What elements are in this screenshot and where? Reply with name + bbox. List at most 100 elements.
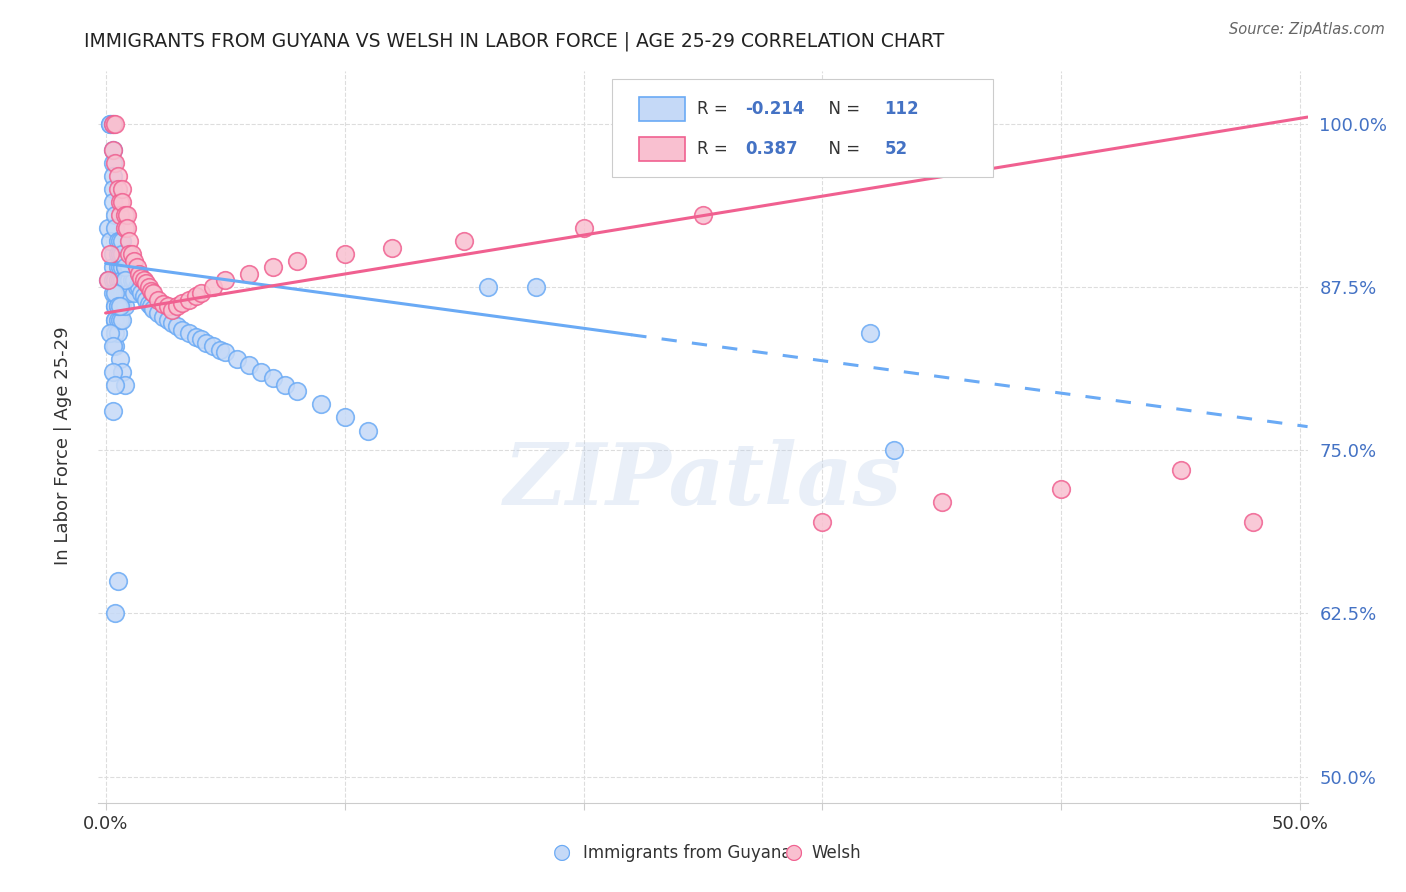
Point [121, 247, 143, 261]
Point [238, 267, 260, 281]
Point [186, 329, 208, 343]
Point [477, 280, 499, 294]
Point [142, 286, 165, 301]
Point [142, 302, 165, 317]
Point [114, 286, 136, 301]
Point [108, 286, 131, 301]
Point [97, 221, 120, 235]
Point [135, 276, 157, 290]
Point [111, 234, 134, 248]
Point [115, 260, 138, 275]
Point [111, 286, 134, 301]
Point [114, 300, 136, 314]
Point [101, 286, 124, 301]
Point [104, 312, 127, 326]
Point [111, 247, 134, 261]
Point [128, 280, 150, 294]
Point [107, 300, 129, 314]
Point [101, 143, 124, 157]
Point [98, 117, 121, 131]
Point [107, 273, 129, 287]
Point [104, 221, 127, 235]
Point [101, 182, 124, 196]
Text: Source: ZipAtlas.com: Source: ZipAtlas.com [1229, 22, 1385, 37]
Point [139, 300, 162, 314]
Point [108, 260, 131, 275]
Point [107, 300, 129, 314]
Point [931, 495, 953, 509]
Point [108, 312, 131, 326]
Point [108, 234, 131, 248]
Point [250, 365, 273, 379]
Point [107, 273, 129, 287]
Point [101, 365, 124, 379]
Point [125, 280, 148, 294]
Point [186, 289, 208, 303]
FancyBboxPatch shape [613, 78, 993, 178]
Text: In Labor Force | Age 25-29: In Labor Force | Age 25-29 [55, 326, 72, 566]
Point [107, 286, 129, 301]
Point [524, 280, 547, 294]
Point [118, 273, 141, 287]
Text: 0.387: 0.387 [745, 140, 799, 158]
Point [111, 300, 134, 314]
Point [285, 384, 308, 399]
Point [146, 293, 169, 307]
Point [108, 273, 131, 287]
Point [118, 286, 141, 301]
Point [98, 326, 121, 340]
Text: -0.214: -0.214 [745, 100, 804, 118]
Point [101, 169, 124, 183]
Point [107, 326, 129, 340]
Point [108, 208, 131, 222]
Point [118, 234, 141, 248]
Point [453, 234, 475, 248]
Point [118, 260, 141, 275]
Point [135, 293, 157, 307]
Point [107, 169, 129, 183]
Point [309, 397, 332, 411]
Point [101, 156, 124, 170]
Point [104, 339, 127, 353]
Point [114, 260, 136, 275]
Point [179, 326, 201, 340]
Point [98, 247, 121, 261]
Point [118, 247, 141, 261]
Point [111, 194, 134, 209]
Point [202, 280, 225, 294]
Point [108, 300, 131, 314]
Point [104, 312, 127, 326]
Point [101, 247, 124, 261]
Point [104, 156, 127, 170]
Point [115, 286, 138, 301]
Point [262, 260, 284, 275]
Point [152, 297, 174, 311]
Point [121, 273, 143, 287]
Point [122, 253, 145, 268]
Point [107, 234, 129, 248]
Point [108, 247, 131, 261]
Point [357, 424, 380, 438]
Point [132, 289, 155, 303]
Point [111, 182, 134, 196]
Point [115, 221, 138, 235]
Text: Welsh: Welsh [811, 844, 860, 862]
Point [111, 273, 134, 287]
Point [114, 273, 136, 287]
Point [104, 377, 127, 392]
Point [114, 260, 136, 275]
Point [811, 515, 834, 529]
Point [162, 317, 184, 331]
Point [104, 300, 127, 314]
Point [104, 300, 127, 314]
Point [156, 312, 179, 326]
Point [209, 343, 232, 357]
Point [194, 336, 217, 351]
Point [107, 260, 129, 275]
Point [114, 221, 136, 235]
Point [115, 208, 138, 222]
Point [170, 323, 193, 337]
Point [162, 303, 184, 318]
Point [131, 286, 153, 301]
Point [166, 300, 188, 314]
